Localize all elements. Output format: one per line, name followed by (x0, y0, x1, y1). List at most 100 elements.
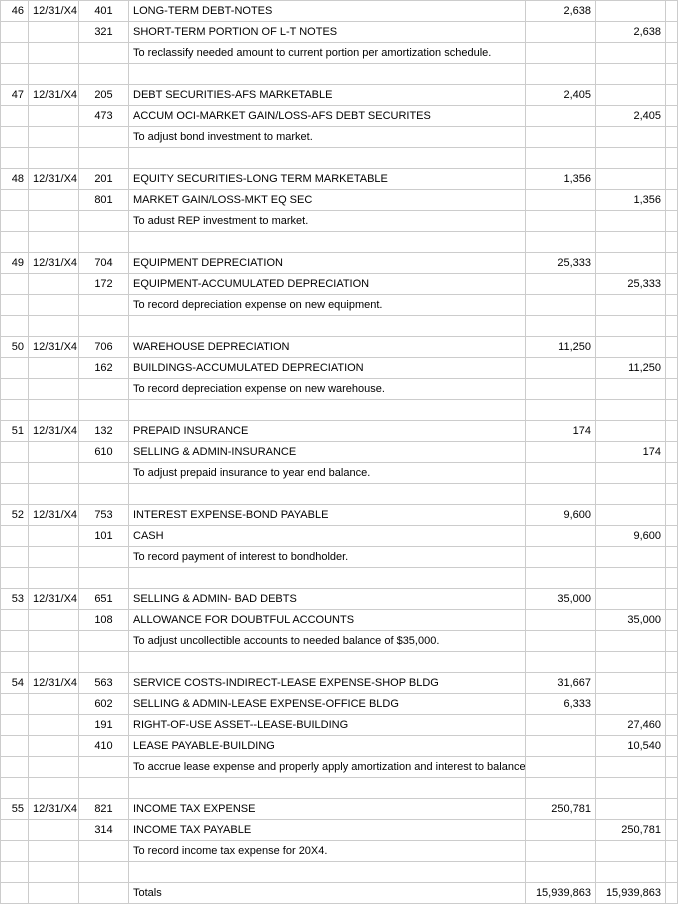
entry-number-cell (1, 547, 29, 568)
account-cell: 602 (79, 694, 129, 715)
entry-number-cell (1, 757, 29, 778)
credit-cell: 2,405 (596, 106, 666, 127)
journal-line: 5412/31/X4563SERVICE COSTS-INDIRECT-LEAS… (1, 673, 678, 694)
debit-cell (526, 106, 596, 127)
description-cell: LEASE PAYABLE-BUILDING (129, 736, 526, 757)
description-cell: SELLING & ADMIN- BAD DEBTS (129, 589, 526, 610)
credit-cell: 174 (596, 442, 666, 463)
journal-line: 314INCOME TAX PAYABLE250,781 (1, 820, 678, 841)
date-cell (29, 757, 79, 778)
entry-number-cell: 54 (1, 673, 29, 694)
date-cell (29, 547, 79, 568)
entry-number-cell: 49 (1, 253, 29, 274)
credit-cell: 35,000 (596, 610, 666, 631)
journal-line: 191RIGHT-OF-USE ASSET--LEASE-BUILDING27,… (1, 715, 678, 736)
credit-cell (596, 211, 666, 232)
debit-cell: 2,405 (526, 85, 596, 106)
account-cell: 172 (79, 274, 129, 295)
description-cell: To accrue lease expense and properly app… (129, 757, 526, 778)
account-cell: 321 (79, 22, 129, 43)
description-cell: To adust REP investment to market. (129, 211, 526, 232)
description-cell: ACCUM OCI-MARKET GAIN/LOSS-AFS DEBT SECU… (129, 106, 526, 127)
debit-cell (526, 379, 596, 400)
account-cell (79, 379, 129, 400)
totals-credit: 15,939,863 (596, 883, 666, 904)
credit-cell (596, 169, 666, 190)
account-cell (79, 757, 129, 778)
date-cell: 12/31/X4 (29, 673, 79, 694)
debit-cell (526, 295, 596, 316)
entry-number-cell (1, 715, 29, 736)
journal-line: 610SELLING & ADMIN-INSURANCE174 (1, 442, 678, 463)
journal-line: 4712/31/X4205DEBT SECURITIES-AFS MARKETA… (1, 85, 678, 106)
date-cell (29, 211, 79, 232)
credit-cell: 25,333 (596, 274, 666, 295)
credit-cell (596, 673, 666, 694)
date-cell (29, 106, 79, 127)
date-cell (29, 379, 79, 400)
description-cell: BUILDINGS-ACCUMULATED DEPRECIATION (129, 358, 526, 379)
description-cell: INTEREST EXPENSE-BOND PAYABLE (129, 505, 526, 526)
blank-row (1, 778, 678, 799)
journal-line: To record depreciation expense on new wa… (1, 379, 678, 400)
description-cell: To adjust prepaid insurance to year end … (129, 463, 526, 484)
account-cell: 401 (79, 1, 129, 22)
credit-cell: 1,356 (596, 190, 666, 211)
journal-line: 4812/31/X4201EQUITY SECURITIES-LONG TERM… (1, 169, 678, 190)
entry-number-cell (1, 694, 29, 715)
debit-cell: 6,333 (526, 694, 596, 715)
journal-line: To record income tax expense for 20X4. (1, 841, 678, 862)
date-cell (29, 631, 79, 652)
journal-line: 602SELLING & ADMIN-LEASE EXPENSE-OFFICE … (1, 694, 678, 715)
journal-line: 4912/31/X4704EQUIPMENT DEPRECIATION25,33… (1, 253, 678, 274)
journal-line: To adust REP investment to market. (1, 211, 678, 232)
account-cell: 473 (79, 106, 129, 127)
description-cell: To adjust bond investment to market. (129, 127, 526, 148)
date-cell (29, 526, 79, 547)
debit-cell: 11,250 (526, 337, 596, 358)
date-cell: 12/31/X4 (29, 85, 79, 106)
credit-cell (596, 253, 666, 274)
blank-row (1, 64, 678, 85)
debit-cell: 9,600 (526, 505, 596, 526)
entry-number-cell (1, 463, 29, 484)
account-cell: 753 (79, 505, 129, 526)
credit-cell (596, 505, 666, 526)
date-cell: 12/31/X4 (29, 505, 79, 526)
debit-cell: 31,667 (526, 673, 596, 694)
account-cell (79, 631, 129, 652)
date-cell (29, 274, 79, 295)
blank-row (1, 484, 678, 505)
description-cell: EQUIPMENT DEPRECIATION (129, 253, 526, 274)
account-cell (79, 463, 129, 484)
date-cell (29, 463, 79, 484)
blank-row (1, 568, 678, 589)
description-cell: To adjust uncollectible accounts to need… (129, 631, 526, 652)
account-cell (79, 841, 129, 862)
credit-cell: 11,250 (596, 358, 666, 379)
date-cell (29, 442, 79, 463)
date-cell (29, 610, 79, 631)
account-cell: 801 (79, 190, 129, 211)
description-cell: To record income tax expense for 20X4. (129, 841, 526, 862)
description-cell: WAREHOUSE DEPRECIATION (129, 337, 526, 358)
credit-cell (596, 757, 666, 778)
account-cell (79, 295, 129, 316)
entry-number-cell: 47 (1, 85, 29, 106)
entry-number-cell (1, 442, 29, 463)
journal-line: To adjust prepaid insurance to year end … (1, 463, 678, 484)
journal-line: 162BUILDINGS-ACCUMULATED DEPRECIATION 11,… (1, 358, 678, 379)
journal-line: 4612/31/X4401LONG-TERM DEBT-NOTES2,638 (1, 1, 678, 22)
entry-number-cell (1, 841, 29, 862)
blank-row (1, 400, 678, 421)
totals-label: Totals (129, 883, 526, 904)
debit-cell (526, 841, 596, 862)
credit-cell: 27,460 (596, 715, 666, 736)
account-cell: 162 (79, 358, 129, 379)
credit-cell (596, 421, 666, 442)
account-cell: 610 (79, 442, 129, 463)
journal-table: 4612/31/X4401LONG-TERM DEBT-NOTES2,63832… (0, 0, 678, 904)
credit-cell (596, 85, 666, 106)
description-cell: DEBT SECURITIES-AFS MARKETABLE (129, 85, 526, 106)
account-cell: 201 (79, 169, 129, 190)
